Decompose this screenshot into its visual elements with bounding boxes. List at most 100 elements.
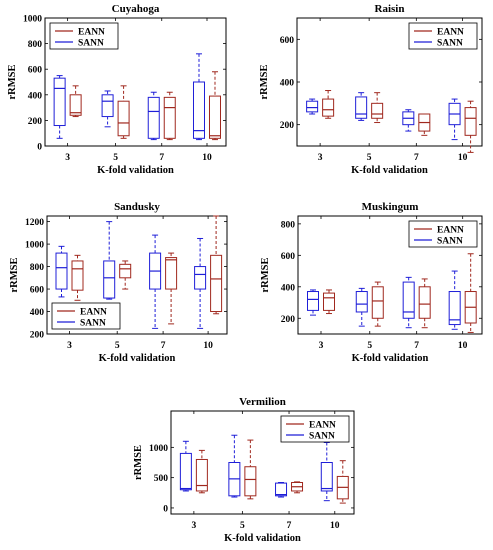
legend-label-sann: SANN	[437, 237, 463, 247]
x-tick-label: 5	[367, 341, 372, 351]
x-tick-label: 10	[203, 341, 213, 351]
box-iqr	[101, 94, 114, 118]
box-eann-k7	[163, 91, 176, 141]
legend-box	[408, 22, 478, 50]
legend-box	[51, 302, 121, 330]
legend-label-sann: SANN	[437, 39, 463, 49]
box-sann-k7	[149, 234, 162, 329]
x-tick-label: 5	[113, 153, 118, 163]
x-tick-label: 3	[318, 153, 323, 163]
box-eann-k7	[418, 113, 431, 136]
box-iqr	[210, 254, 223, 313]
plot-area	[170, 410, 355, 515]
box-eann-k5	[371, 281, 384, 327]
box-eann-k3	[322, 90, 335, 119]
box-eann-k10	[464, 100, 477, 153]
box-sann-k7	[147, 91, 160, 141]
chart-panel-raisin: Raisin 200 400 600 3 5 7 10 K-fold validation rRM…	[259, 3, 483, 176]
legend-label-eann: EANN	[309, 421, 336, 431]
x-tick-label: 5	[367, 153, 372, 163]
x-axis-label: K-fold validation	[352, 353, 429, 364]
box-iqr	[448, 291, 461, 326]
box-iqr	[402, 281, 415, 319]
box-iqr	[119, 263, 132, 279]
box-iqr	[275, 482, 288, 497]
box-iqr	[163, 96, 176, 139]
chart-title: Sandusky	[114, 201, 160, 213]
x-tick-label: 7	[159, 153, 164, 163]
box-iqr	[71, 260, 84, 291]
y-tick-label: 1000	[149, 444, 168, 454]
box-iqr	[165, 257, 178, 290]
chart-panel-cuyahoga: Cuyahoga 0 200 400 600 800 1000 3 5 7 10 K-fold val…	[7, 3, 227, 176]
x-tick-label: 7	[161, 341, 166, 351]
box-sann-k10	[194, 237, 207, 329]
plot-area	[297, 215, 483, 335]
box-eann-k5	[117, 85, 130, 139]
chart-title: Vermilion	[239, 396, 286, 408]
box-iqr	[192, 81, 205, 139]
legend-box	[280, 415, 350, 443]
x-axis-label: K-fold validation	[99, 353, 176, 364]
box-iqr	[322, 98, 335, 117]
x-tick-label: 5	[115, 341, 120, 351]
y-tick-label: 400	[28, 91, 43, 101]
box-iqr	[320, 462, 333, 492]
legend-label-eann: EANN	[80, 308, 107, 318]
y-tick-label: 600	[280, 36, 295, 46]
legend-label-eann: EANN	[437, 226, 464, 236]
y-tick-label: 0	[37, 143, 42, 153]
x-tick-label: 10	[202, 153, 212, 163]
box-eann-k5	[244, 439, 257, 500]
box-sann-k10	[448, 98, 461, 141]
box-sann-k10	[192, 53, 205, 141]
box-iqr	[55, 252, 68, 290]
chart-title: Muskingum	[362, 201, 419, 213]
x-tick-label: 10	[458, 341, 468, 351]
y-tick-label: 400	[280, 79, 295, 89]
y-tick-label: 200	[280, 121, 295, 131]
box-sann-k3	[179, 440, 192, 492]
box-iqr	[371, 286, 384, 319]
x-tick-label: 10	[330, 521, 340, 531]
box-sann-k10	[320, 442, 333, 502]
chart-panel-sandusky: Sandusky 200 400 600 800 1000 1200 3 5 7 10 K-fold …	[9, 201, 228, 364]
box-eann-k5	[119, 260, 132, 290]
y-tick-label: 600	[30, 286, 45, 296]
box-eann-k3	[323, 289, 335, 315]
legend-label-eann: EANN	[437, 28, 464, 38]
y-tick-label: 500	[154, 474, 169, 484]
legend-label-sann: SANN	[78, 39, 104, 49]
box-iqr	[69, 94, 82, 116]
box-sann-k3	[55, 245, 68, 298]
chart-title: Raisin	[375, 3, 405, 15]
legend-box	[408, 220, 478, 248]
x-tick-label: 7	[414, 341, 419, 351]
x-axis-label: K-fold validation	[351, 165, 428, 176]
box-eann-k10	[208, 71, 221, 141]
y-tick-label: 400	[30, 308, 45, 318]
box-iqr	[355, 291, 368, 313]
legend-box	[49, 22, 119, 50]
y-tick-label: 0	[163, 504, 168, 514]
box-eann-k7	[165, 252, 178, 325]
box-iqr	[244, 466, 257, 497]
box-iqr	[179, 452, 192, 491]
box-eann-k3	[69, 85, 82, 118]
box-eann-k7	[418, 278, 431, 329]
box-iqr	[195, 458, 208, 492]
y-tick-label: 400	[281, 283, 296, 293]
box-sann-k7	[402, 276, 415, 329]
box-eann-k5	[371, 92, 384, 124]
x-tick-label: 3	[65, 153, 70, 163]
chart-title: Cuyahoga	[112, 3, 160, 15]
plot-area	[46, 215, 228, 335]
box-sann-k10	[448, 270, 461, 330]
y-axis-label: rRMSE	[9, 258, 20, 293]
box-eann-k3	[195, 449, 208, 494]
y-tick-label: 1000	[23, 15, 42, 25]
box-sann-k3	[306, 98, 319, 115]
box-eann-k10	[210, 215, 223, 315]
